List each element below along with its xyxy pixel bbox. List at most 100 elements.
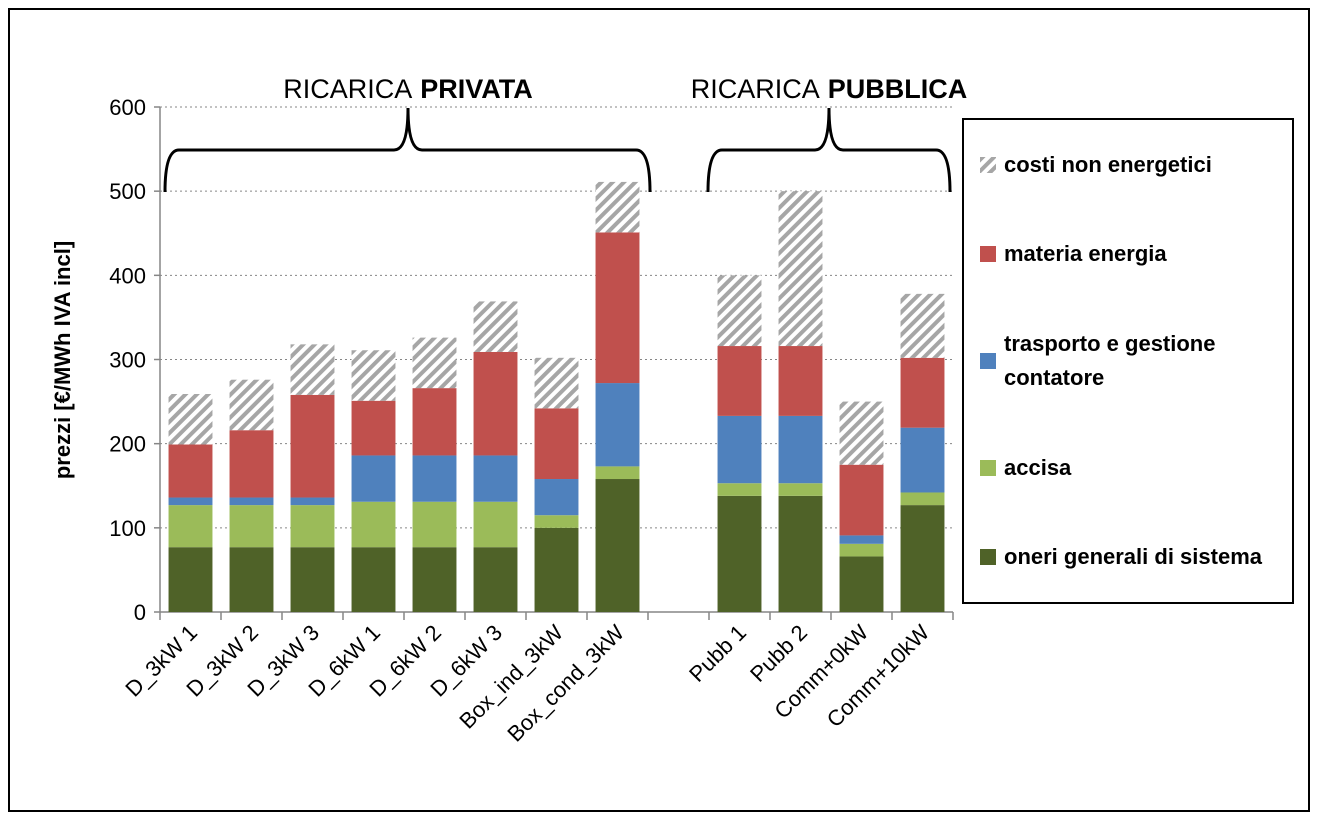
bar-segment <box>717 346 762 416</box>
frame <box>8 8 1310 812</box>
legend-item: trasporto e gestione contatore <box>980 327 1282 395</box>
legend-item: oneri generali di sistema <box>980 540 1282 574</box>
bar-segment <box>412 455 457 502</box>
bar-segment <box>473 455 518 502</box>
legend-swatch-rect <box>980 352 996 369</box>
bar-segment <box>412 547 457 612</box>
group-label-text: RICARICA <box>283 74 412 104</box>
bar-segment <box>168 444 213 498</box>
y-tick-label: 300 <box>109 348 146 373</box>
bar-segment <box>473 301 518 352</box>
bar-segment <box>717 495 762 612</box>
bar-segment <box>534 357 579 409</box>
bar-segment <box>351 501 396 548</box>
bar-segment <box>534 408 579 480</box>
group-label: RICARICA PUBBLICA <box>691 74 968 104</box>
legend-swatch <box>980 549 996 566</box>
y-tick-label: 600 <box>109 95 146 120</box>
bar-segment <box>412 388 457 456</box>
legend-swatch <box>980 156 996 173</box>
bar-segment <box>473 547 518 612</box>
bar-segment <box>595 181 640 233</box>
bar-segment <box>351 547 396 612</box>
legend-swatch <box>980 352 996 369</box>
bar-segment <box>412 337 457 389</box>
bar-segment <box>534 527 579 612</box>
bar-segment <box>473 501 518 548</box>
legend: costi non energetici materia energia trasp… <box>962 118 1294 604</box>
bar-segment <box>412 501 457 548</box>
bar-segment <box>168 505 213 548</box>
bar-segment <box>229 430 274 498</box>
group-label-emphasis: PUBBLICA <box>828 74 968 104</box>
bar-segment <box>290 394 335 498</box>
bar-segment <box>778 346 823 416</box>
bar-segment <box>839 401 884 465</box>
legend-label: oneri generali di sistema <box>1004 544 1262 570</box>
bar-segment <box>290 547 335 612</box>
legend-label: trasporto e gestione contatore <box>1004 330 1216 390</box>
bar-segment <box>839 543 884 557</box>
bar-segment <box>351 455 396 502</box>
bar-segment <box>717 483 762 496</box>
bar-segment <box>351 400 396 456</box>
bar-segment <box>595 232 640 384</box>
bar-segment <box>900 293 945 358</box>
legend-item: costi non energetici <box>980 148 1282 182</box>
bar-segment <box>229 505 274 548</box>
bar-segment <box>717 275 762 347</box>
legend-swatch-rect <box>980 156 996 173</box>
bar-segment <box>900 357 945 428</box>
bar-segment <box>229 497 274 506</box>
legend-label: materia energia <box>1004 241 1167 267</box>
bar-segment <box>351 350 396 401</box>
bar-segment <box>778 495 823 612</box>
bar-segment <box>290 344 335 395</box>
bar-segment <box>717 415 762 484</box>
legend-item: accisa <box>980 451 1282 485</box>
x-tick-label: Pubb 1 <box>684 620 751 687</box>
bar-segment <box>900 427 945 493</box>
legend-swatch-rect <box>980 246 996 263</box>
group-label-text: RICARICA <box>691 74 820 104</box>
legend-swatch-rect <box>980 459 996 476</box>
bar-segment <box>168 497 213 506</box>
bar-segment <box>595 479 640 612</box>
y-axis-title: prezzi [€/MWh IVA incl] <box>50 241 75 479</box>
legend-swatch <box>980 459 996 476</box>
group-label-emphasis: PRIVATA <box>420 74 533 104</box>
bar-segment <box>168 547 213 612</box>
bar-segment <box>778 415 823 484</box>
legend-swatch-rect <box>980 549 996 566</box>
legend-label: accisa <box>1004 454 1072 480</box>
bar-segment <box>839 535 884 544</box>
bar-segment <box>473 351 518 456</box>
y-tick-label: 500 <box>109 179 146 204</box>
bar-segment <box>839 556 884 612</box>
y-tick-label: 400 <box>109 263 146 288</box>
bar-segment <box>900 492 945 506</box>
group-brace <box>706 107 952 193</box>
bar-segment <box>229 547 274 612</box>
y-tick-label: 200 <box>109 432 146 457</box>
group-brace <box>163 107 652 193</box>
bar-segment <box>778 483 823 496</box>
bar-segment <box>229 379 274 431</box>
bar-segment <box>595 466 640 480</box>
legend-label: costi non energetici <box>1004 151 1212 177</box>
bar-segment <box>534 515 579 528</box>
bar-segment <box>839 464 884 536</box>
bar-segment <box>290 497 335 506</box>
bar-segment <box>534 479 579 516</box>
legend-swatch <box>980 246 996 263</box>
bar-segment <box>900 505 945 612</box>
bar-segment <box>778 191 823 347</box>
group-label: RICARICA PRIVATA <box>283 74 533 104</box>
y-tick-label: 100 <box>109 516 146 541</box>
legend-item: materia energia <box>980 237 1282 271</box>
bar-segment <box>290 505 335 548</box>
bar-segment <box>595 383 640 467</box>
y-tick-label: 0 <box>134 600 146 625</box>
